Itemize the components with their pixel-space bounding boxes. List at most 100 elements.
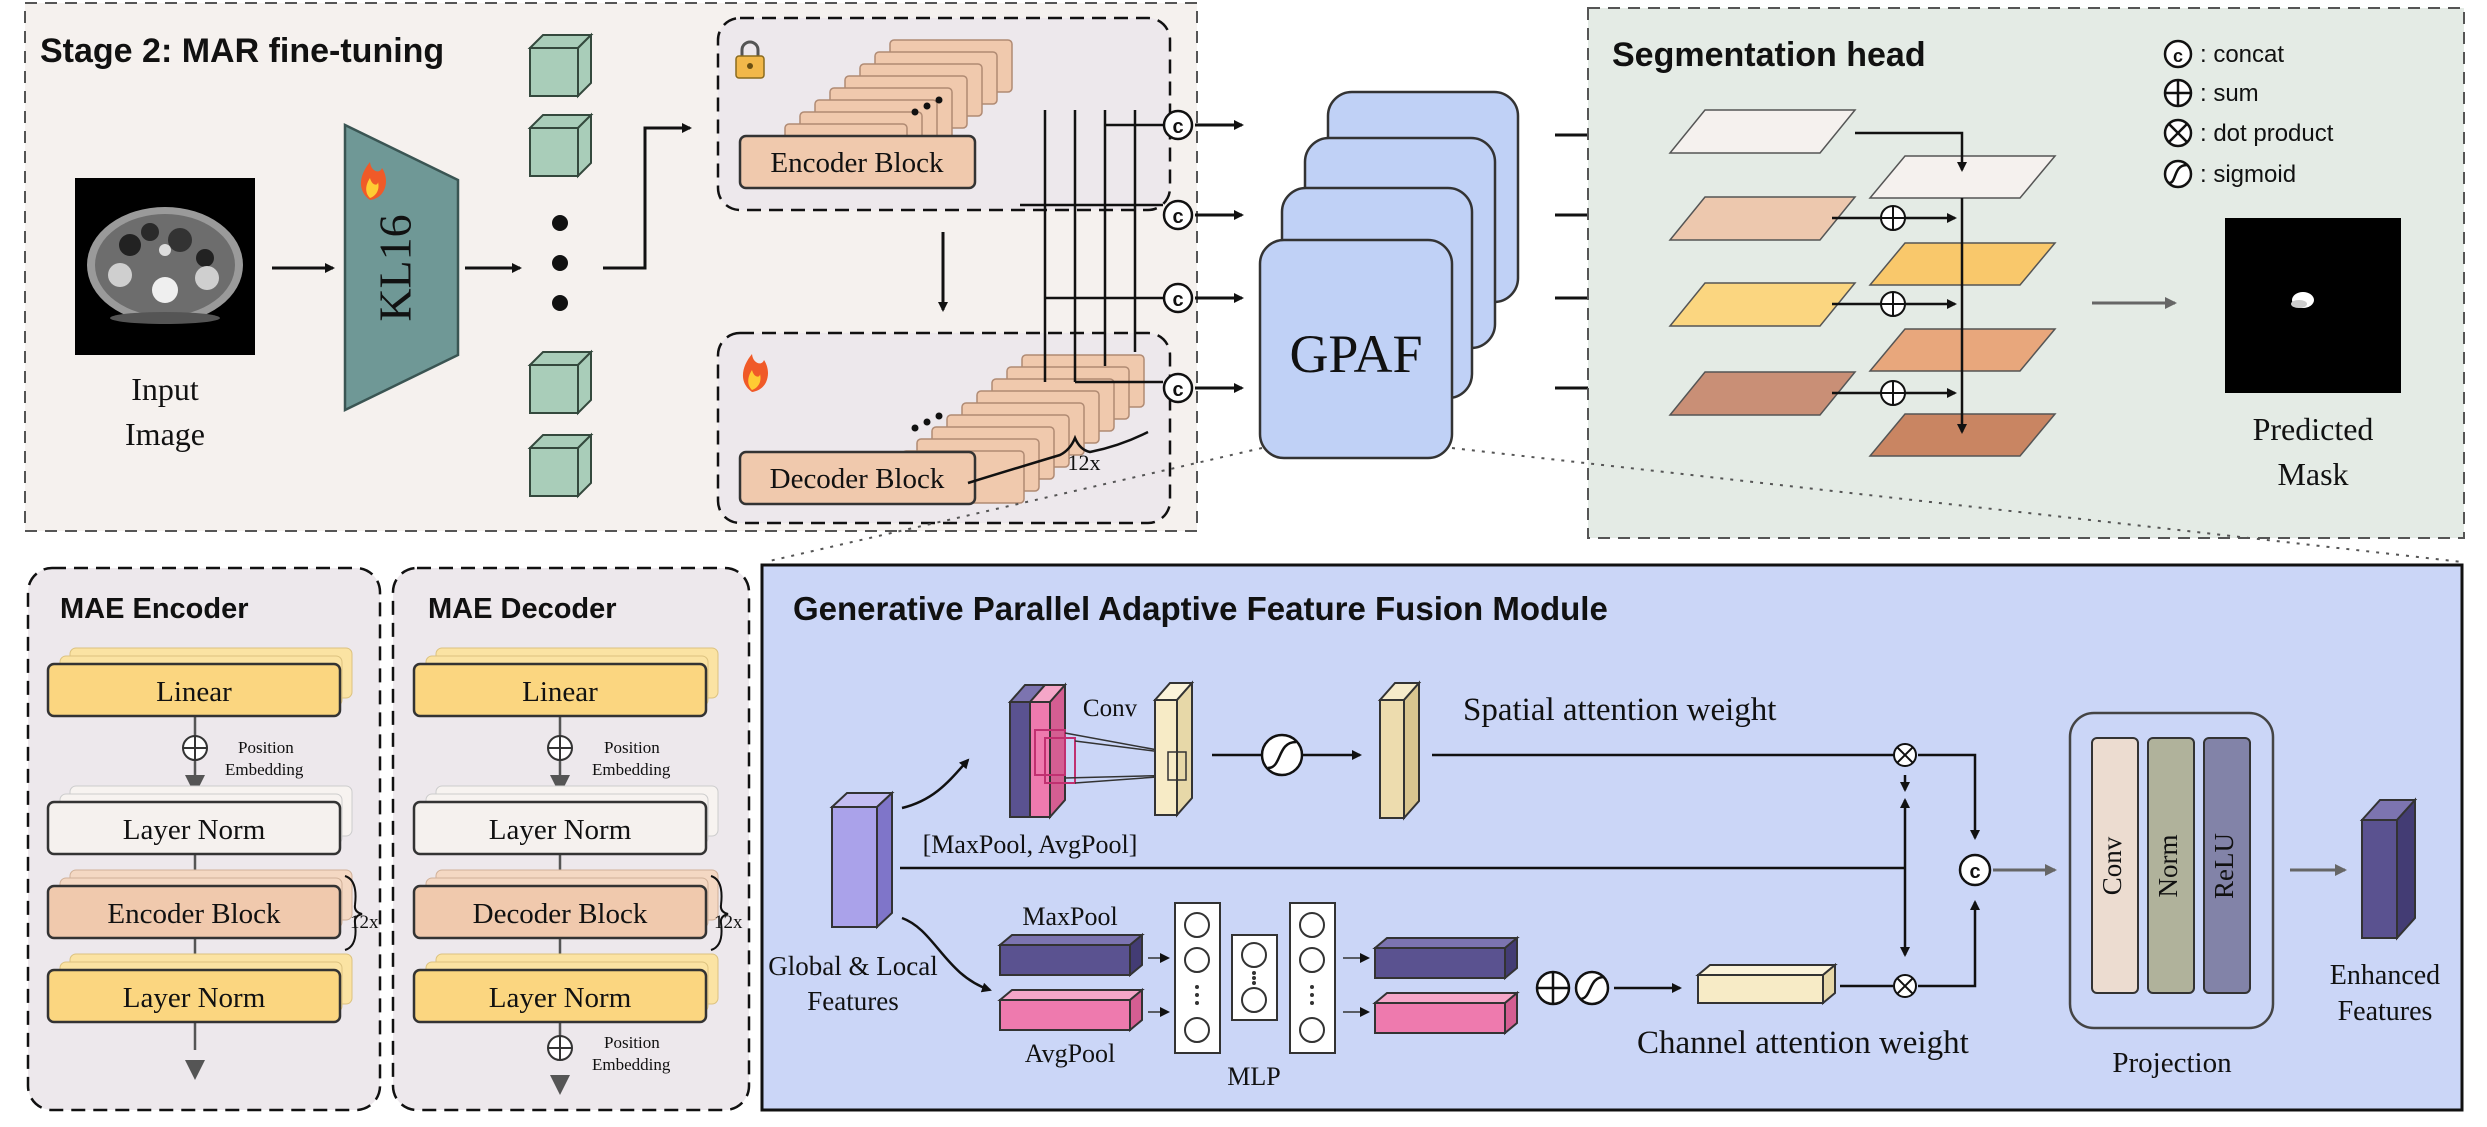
- avgpool-bar: [997, 987, 1145, 1033]
- mae-decoder-panel: MAE Decoder Linear Position Embedding La…: [391, 566, 751, 1112]
- token-cube: [527, 112, 594, 179]
- proj-conv: [2091, 737, 2139, 994]
- enhanced-label-2: Features: [2338, 996, 2433, 1027]
- seg-feature-maps: [1668, 109, 1857, 416]
- skip-connections: [1020, 110, 1163, 384]
- concat-icon: c: [1958, 853, 1992, 887]
- repeat-brace: [967, 430, 1149, 485]
- global-features-2: Features: [807, 986, 898, 1016]
- mlp-out-avg: [1372, 990, 1520, 1036]
- pred-label-2: Mask: [2277, 456, 2348, 492]
- sum-icon: [1535, 970, 1571, 1006]
- spatial-weight-block: [1377, 680, 1422, 821]
- enc-layer-norm-1: [46, 800, 342, 856]
- dec-pos2-2: Embedding: [592, 1055, 671, 1074]
- sum-symbols: [1880, 205, 1906, 406]
- channel-weight-bar: [1695, 962, 1838, 1006]
- sum-icon: [2163, 78, 2193, 108]
- encoder-block: [738, 134, 977, 190]
- enc-encoder-block: [46, 884, 342, 940]
- decoder-repeat-label: 12x: [1068, 450, 1101, 475]
- token-cube: [527, 432, 594, 499]
- proj-relu-label: ReLU: [2209, 833, 2239, 899]
- position-embed-add: [182, 735, 208, 761]
- legend-sigmoid: : sigmoid: [2200, 161, 2296, 188]
- gpaf-stack: [1258, 90, 1520, 460]
- position-embed-add: [547, 735, 573, 761]
- sum-icon: [1880, 291, 1906, 317]
- enc-layer-norm-2-label: Layer Norm: [123, 982, 266, 1014]
- mae-encoder-title: MAE Encoder: [60, 593, 249, 625]
- pool-label: [MaxPool, AvgPool]: [923, 830, 1138, 859]
- gpaf-block: [1258, 238, 1454, 460]
- dec-layer-norm-2-label: Layer Norm: [489, 982, 632, 1014]
- token-cube: [527, 32, 594, 99]
- decoder-group: Decoder Block 12x: [716, 331, 1172, 525]
- input-label-1: Input: [131, 371, 199, 407]
- spatial-weight-label: Spatial attention weight: [1463, 692, 1776, 728]
- input-feature-block: [829, 790, 895, 930]
- encoder-block-label: Encoder Block: [770, 147, 944, 179]
- segmentation-head-panel: Segmentation head c: [1587, 7, 2465, 539]
- enhanced-label-1: Enhanced: [2330, 960, 2440, 991]
- enc-layer-norm-1-label: Layer Norm: [123, 814, 266, 846]
- proj-conv-label: Conv: [2097, 836, 2127, 895]
- enhanced-features-block: [2359, 797, 2418, 941]
- proj-norm-label: Norm: [2153, 835, 2183, 898]
- dec-pos-1: Position: [604, 738, 660, 757]
- dec-pos2-1: Position: [604, 1033, 660, 1052]
- repeat-brace: [710, 875, 729, 951]
- input-image: [75, 178, 255, 355]
- seg-head-title: Segmentation head: [1612, 36, 1926, 74]
- kl16-label: KL16: [370, 214, 421, 321]
- concat-icon: c: [1162, 109, 1194, 141]
- decoder-block-stack: [901, 354, 1145, 504]
- ellipsis-dots: [552, 215, 568, 311]
- enc-linear: [46, 662, 342, 718]
- svg-text:c: c: [1172, 206, 1183, 228]
- legend-dot-product: : dot product: [2200, 120, 2334, 147]
- projection-block: Conv Norm ReLU: [2068, 711, 2275, 1030]
- concat-icon: c: [1162, 199, 1194, 231]
- svg-text:c: c: [1172, 289, 1183, 311]
- proj-relu: [2203, 737, 2251, 994]
- svg-text:c: c: [1172, 379, 1183, 401]
- svg-text:c: c: [1172, 116, 1183, 138]
- avgpool-label: AvgPool: [1025, 1039, 1116, 1068]
- legend: c : concat : sum : dot product : sigmoid: [2163, 39, 2334, 189]
- input-label-2: Image: [125, 416, 205, 452]
- encoder-group: Encoder Block: [716, 16, 1172, 212]
- pooled-spatial-maps: [1007, 682, 1076, 820]
- svg-text:c: c: [1969, 861, 1980, 883]
- sum-icon: [1880, 380, 1906, 406]
- dec-linear: [412, 662, 708, 718]
- pred-label-1: Predicted: [2253, 411, 2374, 447]
- legend-sum: : sum: [2200, 80, 2259, 107]
- enc-pos-1: Position: [238, 738, 294, 757]
- mlp-label: MLP: [1227, 1062, 1280, 1091]
- enc-layer-norm-2: [46, 968, 342, 1024]
- sum-icon: [1880, 205, 1906, 231]
- dec-decoder-block: [412, 884, 708, 940]
- dec-pos-2: Embedding: [592, 760, 671, 779]
- decoder-block: [738, 450, 977, 506]
- concat-icon: c: [2163, 39, 2193, 69]
- stage2-title: Stage 2: MAR fine-tuning: [40, 32, 444, 70]
- gpaf-label: GPAF: [1289, 324, 1422, 384]
- conv-output-map: [1152, 680, 1195, 818]
- sigmoid-icon: [2163, 159, 2193, 189]
- gpaf-module-panel: Generative Parallel Adaptive Feature Fus…: [760, 563, 2464, 1112]
- token-cube: [527, 349, 594, 416]
- repeat-brace: [344, 875, 363, 951]
- dec-linear-label: Linear: [522, 676, 598, 708]
- enc-linear-label: Linear: [156, 676, 232, 708]
- svg-text:c: c: [2173, 46, 2183, 66]
- sigmoid-icon: [1260, 733, 1304, 777]
- dec-layer-norm-1: [412, 800, 708, 856]
- gpaf-flow-lines: [900, 753, 1980, 988]
- decoder-block-label: Decoder Block: [770, 463, 945, 495]
- concat-icon: c: [1162, 282, 1194, 314]
- maxpool-bar: [997, 932, 1145, 978]
- concat-symbols: c c c c: [1162, 109, 1194, 404]
- enc-pos-2: Embedding: [225, 760, 304, 779]
